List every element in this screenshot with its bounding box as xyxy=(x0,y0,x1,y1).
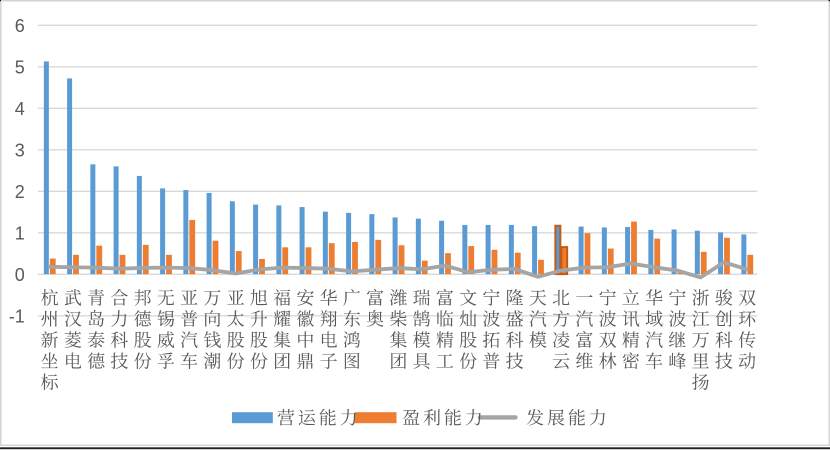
svg-text:3: 3 xyxy=(15,141,25,161)
svg-text:6: 6 xyxy=(15,16,25,36)
svg-text:4: 4 xyxy=(15,99,25,119)
svg-text:-1: -1 xyxy=(9,307,25,327)
svg-text:2: 2 xyxy=(15,182,25,202)
svg-text:0: 0 xyxy=(15,265,25,285)
svg-text:1: 1 xyxy=(15,224,25,244)
svg-text:5: 5 xyxy=(15,58,25,78)
